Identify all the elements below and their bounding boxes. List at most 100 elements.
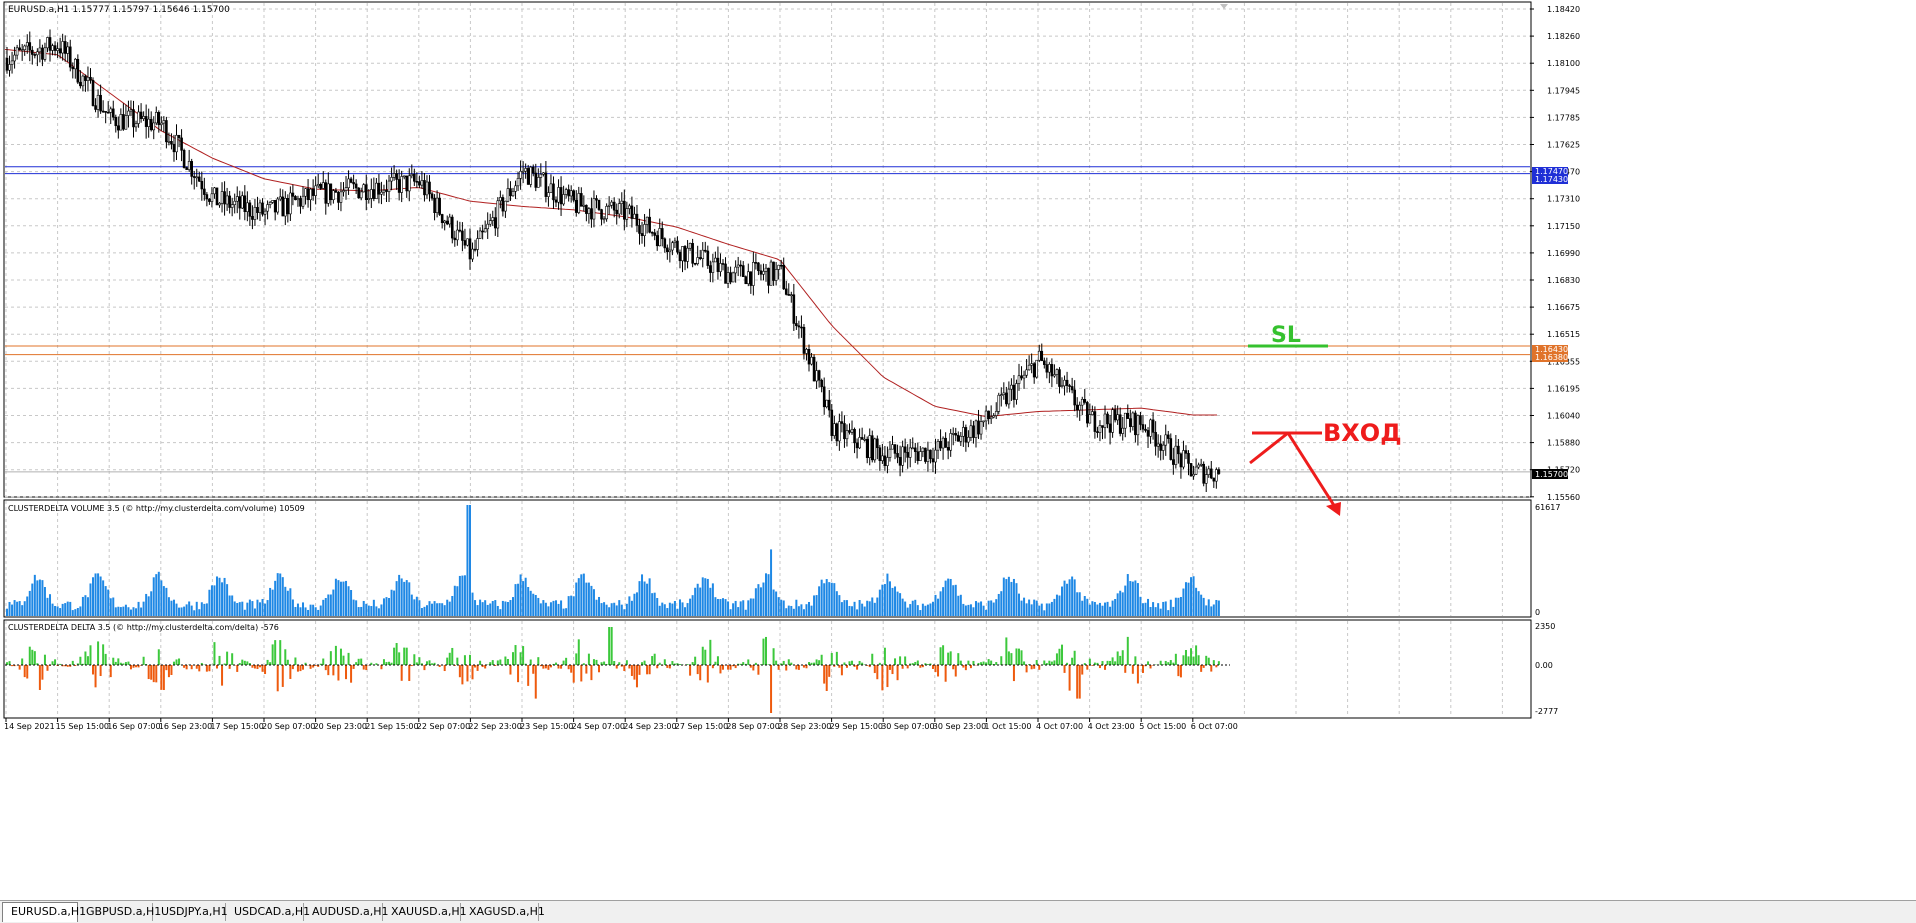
delta-bar-positive (1167, 662, 1169, 665)
volume-bar (398, 575, 400, 616)
time-tick-label: 17 Sep 15:00 (210, 722, 263, 731)
delta-bar-negative (1177, 665, 1179, 676)
volume-bar (355, 600, 357, 616)
delta-bar-negative (532, 665, 534, 674)
candle-body (398, 179, 400, 192)
volume-bar (105, 586, 107, 616)
candle-body (742, 266, 744, 277)
main-price-panel[interactable] (4, 2, 1531, 497)
candle-body (730, 273, 732, 282)
volume-bar (831, 583, 833, 616)
volume-bar (636, 592, 638, 616)
delta-bar-negative (46, 665, 48, 671)
candle-body (444, 221, 446, 223)
delta-bar-positive (284, 649, 286, 665)
candle-body (702, 250, 704, 258)
volume-bar (912, 601, 914, 616)
volume-bar (168, 597, 170, 616)
volume-bar (155, 574, 157, 616)
volume-bar (14, 600, 16, 616)
delta-bar-positive (671, 661, 673, 665)
delta-bar-positive (431, 663, 433, 665)
candle-body (818, 371, 820, 381)
tab-xauusd-a-h1[interactable]: XAUUSD.a,H1 (383, 903, 461, 921)
candle-body (555, 200, 557, 202)
volume-bar (613, 603, 615, 616)
tab-eurusd-a-h1[interactable]: EURUSD.a,H1 (2, 902, 78, 922)
delta-bar-positive (173, 662, 175, 665)
candle-body (628, 206, 630, 209)
chart-area[interactable]: 1.184201.182601.181001.179451.177851.176… (0, 0, 1916, 900)
candle-body (1167, 435, 1169, 439)
delta-bar-positive (960, 661, 962, 665)
candle-body (651, 232, 653, 233)
tab-audusd-a-h1[interactable]: AUDUSD.a,H1 (304, 903, 383, 921)
current-price-tag: 1.15700 (1532, 469, 1568, 479)
candle-body (183, 150, 185, 167)
volume-bar (1051, 602, 1053, 616)
candle-body (552, 184, 554, 200)
volume-bar (1134, 580, 1136, 616)
tab-gbpusd-a-h1[interactable]: GBPUSD.a,H1 (78, 903, 153, 921)
volume-bar (730, 609, 732, 616)
volume-bar (1167, 610, 1169, 616)
candle-body (330, 184, 332, 200)
candle-body (664, 239, 666, 248)
candle-body (107, 112, 109, 113)
time-tick-label: 23 Sep 15:00 (520, 722, 573, 731)
candle-body (752, 262, 754, 285)
delta-bar-positive (565, 658, 567, 665)
delta-bar-positive (1213, 660, 1215, 665)
candle-body (163, 120, 165, 123)
delta-bar-positive (575, 653, 577, 665)
volume-bar (595, 600, 597, 616)
volume-bar (618, 600, 620, 616)
delta-bar-positive (274, 640, 276, 665)
tab-xagusd-a-h1[interactable]: XAGUSD.a,H1 (461, 903, 539, 921)
candle-body (302, 196, 304, 206)
candle-body (279, 197, 281, 199)
candle-body (256, 207, 258, 212)
candle-body (778, 265, 780, 269)
delta-bar-positive (651, 656, 653, 665)
delta-bar-positive (1053, 660, 1055, 665)
volume-bar (962, 604, 964, 616)
candle-body (957, 435, 959, 441)
volume-bar (497, 606, 499, 616)
candle-body (213, 188, 215, 194)
volume-bar (1157, 603, 1159, 616)
volume-bar (535, 595, 537, 616)
candle-body (57, 49, 59, 51)
time-tick-label: 29 Sep 15:00 (830, 722, 883, 731)
volume-bar (633, 594, 635, 616)
delta-bar-positive (87, 656, 89, 665)
volume-bar (138, 602, 140, 616)
time-tick-label: 28 Sep 07:00 (726, 722, 779, 731)
volume-bar (651, 593, 653, 616)
volume-bar (441, 603, 443, 616)
tab-usdjpy-a-h1[interactable]: USDJPY.a,H1 (153, 903, 226, 921)
delta-bar-negative (310, 665, 312, 669)
candle-body (836, 424, 838, 441)
delta-bar-positive (54, 659, 56, 665)
volume-bar (368, 606, 370, 616)
candle-body (770, 262, 772, 285)
volume-bar (277, 573, 279, 616)
price-tick-label: 1.17785 (1547, 113, 1580, 122)
candle-body (150, 119, 152, 130)
volume-bar (737, 607, 739, 616)
candle-body (527, 168, 529, 184)
time-tick-label: 14 Sep 2021 (4, 722, 55, 731)
volume-bar (1188, 583, 1190, 616)
delta-bar-negative (876, 665, 878, 679)
delta-panel[interactable] (4, 620, 1531, 718)
delta-bar-positive (1188, 656, 1190, 665)
delta-bar-negative (889, 665, 891, 670)
volume-bar (942, 587, 944, 616)
delta-bar-positive (957, 653, 959, 665)
tab-usdcad-a-h1[interactable]: USDCAD.a,H1 (226, 903, 304, 921)
volume-bar (57, 606, 59, 616)
volume-bar (279, 573, 281, 616)
candle-body (294, 196, 296, 199)
